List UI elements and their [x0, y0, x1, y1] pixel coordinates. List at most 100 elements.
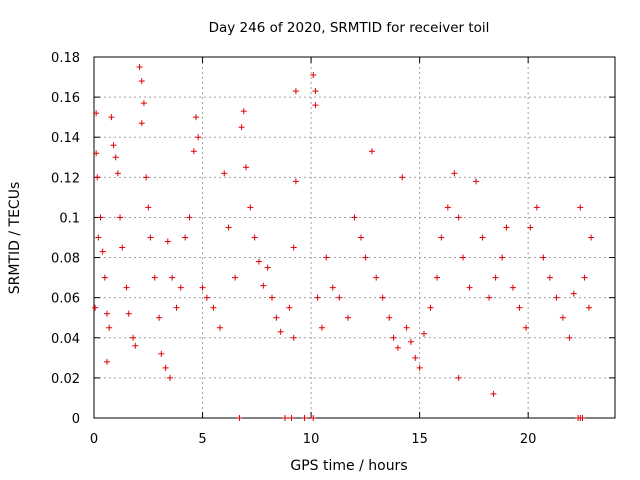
- x-tick-label: 20: [520, 432, 537, 447]
- data-point: [540, 254, 547, 261]
- data-point: [438, 234, 445, 241]
- data-point: [251, 234, 258, 241]
- data-point: [110, 142, 117, 149]
- data-point: [379, 294, 386, 301]
- data-point: [358, 234, 365, 241]
- data-point: [99, 248, 106, 255]
- data-point: [190, 148, 197, 155]
- data-point: [394, 344, 401, 351]
- data-point: [466, 284, 473, 291]
- y-axis-label: SRMTID / TECUs: [7, 182, 23, 295]
- data-point: [93, 150, 100, 157]
- data-point: [264, 264, 271, 271]
- data-point: [125, 310, 132, 317]
- y-tick-label: 0: [72, 412, 80, 427]
- data-point: [203, 294, 210, 301]
- data-point: [362, 254, 369, 261]
- x-axis-label: GPS time / hours: [290, 458, 407, 474]
- data-point: [588, 234, 595, 241]
- data-point: [301, 415, 308, 421]
- x-tick-labels: 0 5 10 15 20: [90, 432, 537, 447]
- x-tick-label: 5: [198, 432, 206, 447]
- chart-title: Day 246 of 2020, SRMTID for receiver toi…: [209, 20, 490, 36]
- data-point: [97, 214, 104, 221]
- data-point: [273, 314, 280, 321]
- y-tick-label: 0.1: [59, 211, 80, 226]
- data-point: [238, 124, 245, 131]
- data-point: [288, 415, 295, 421]
- data-point: [132, 342, 139, 349]
- data-point: [368, 148, 375, 155]
- data-point: [290, 334, 297, 341]
- data-point: [503, 224, 510, 231]
- data-point: [232, 274, 239, 281]
- data-point: [92, 304, 99, 311]
- data-point: [455, 214, 462, 221]
- data-point: [104, 358, 111, 365]
- y-tick-label: 0.02: [51, 372, 80, 387]
- data-point: [492, 274, 499, 281]
- data-point: [407, 338, 414, 345]
- data-point: [460, 254, 467, 261]
- data-point: [451, 170, 458, 177]
- data-point: [479, 234, 486, 241]
- data-point: [553, 294, 560, 301]
- data-point: [112, 154, 119, 161]
- plot-frame: [93, 56, 616, 419]
- data-point: [559, 314, 566, 321]
- data-point: [433, 274, 440, 281]
- data-point: [169, 274, 176, 281]
- data-point: [119, 244, 126, 251]
- y-tick-label: 0.06: [51, 292, 80, 307]
- data-point: [516, 304, 523, 311]
- data-point: [95, 234, 102, 241]
- data-point: [527, 224, 534, 231]
- data-point: [94, 174, 101, 181]
- data-point: [566, 334, 573, 341]
- x-tick-label: 15: [411, 432, 428, 447]
- data-point: [344, 314, 351, 321]
- data-point: [136, 64, 143, 71]
- data-point: [156, 314, 163, 321]
- data-point: [570, 290, 577, 297]
- data-point: [581, 274, 588, 281]
- data-point: [312, 102, 319, 109]
- data-point: [140, 100, 147, 107]
- data-point: [143, 174, 150, 181]
- data-point: [290, 244, 297, 251]
- data-point: [310, 72, 317, 79]
- data-point: [455, 374, 462, 381]
- data-point: [145, 204, 152, 211]
- data-point: [240, 108, 247, 115]
- data-point: [138, 78, 145, 85]
- data-point: [282, 415, 289, 421]
- data-point: [416, 364, 423, 371]
- y-tick-label: 0.14: [51, 131, 80, 146]
- data-point: [242, 164, 249, 171]
- data-point: [577, 204, 584, 211]
- y-tick-label: 0.16: [51, 91, 80, 106]
- data-point: [579, 415, 586, 421]
- data-point: [173, 304, 180, 311]
- data-point: [186, 214, 193, 221]
- x-tick-label: 10: [303, 432, 320, 447]
- data-point: [420, 330, 427, 337]
- data-point: [286, 304, 293, 311]
- x-tick-label: 0: [90, 432, 98, 447]
- data-point: [444, 204, 451, 211]
- data-point: [106, 324, 113, 331]
- y-tick-label: 0.18: [51, 51, 80, 66]
- data-point: [373, 274, 380, 281]
- data-point: [329, 284, 336, 291]
- data-point: [193, 114, 200, 121]
- data-point: [166, 374, 173, 381]
- data-point: [236, 415, 243, 421]
- data-point: [199, 284, 206, 291]
- data-point: [323, 254, 330, 261]
- data-point: [269, 294, 276, 301]
- data-point: [473, 178, 480, 185]
- data-point: [522, 324, 529, 331]
- data-point: [546, 274, 553, 281]
- data-point: [221, 170, 228, 177]
- data-point: [292, 178, 299, 185]
